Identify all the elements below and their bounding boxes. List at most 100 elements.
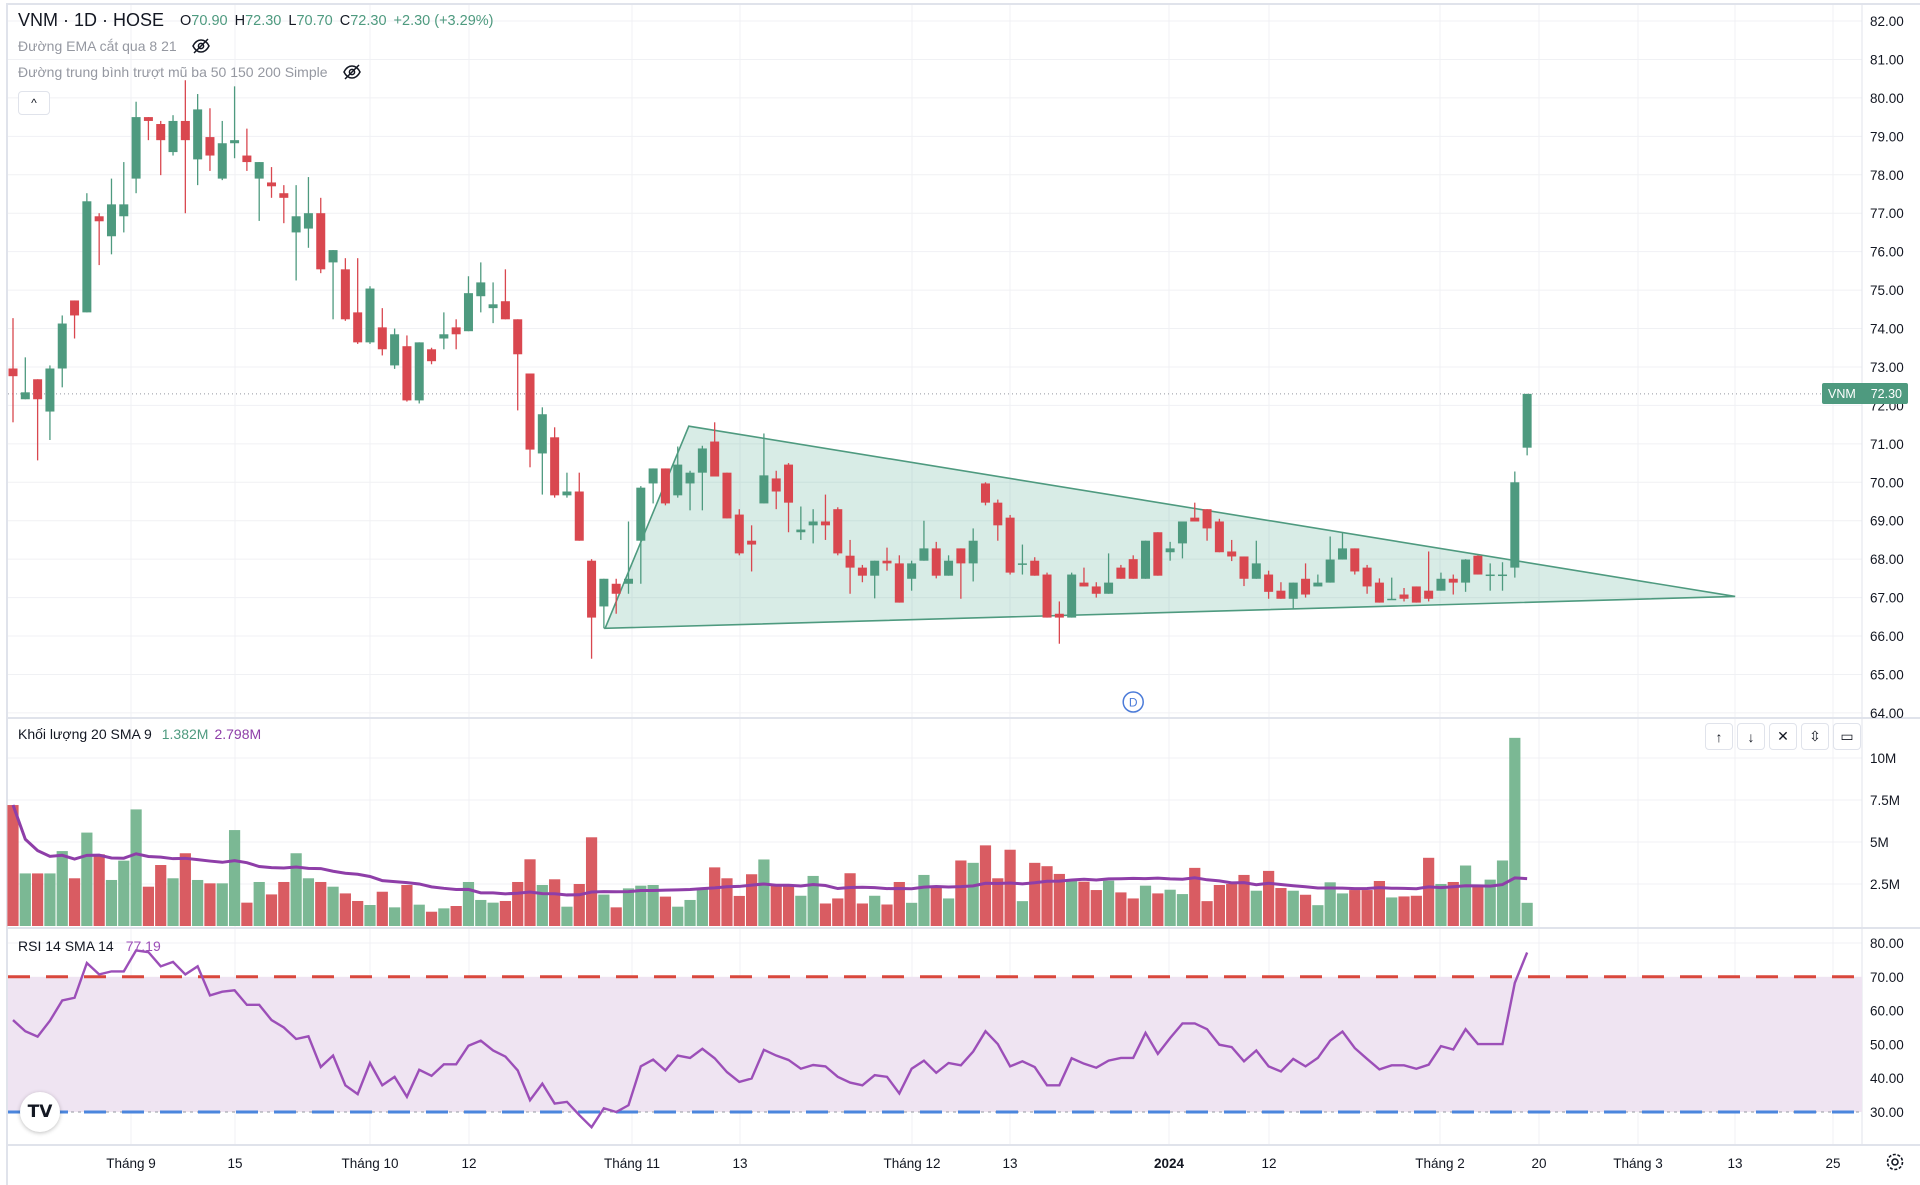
volume-bar bbox=[807, 875, 819, 926]
indicator-triple-ma[interactable]: Đường trung bình trượt mũ ba 50 150 200 … bbox=[18, 64, 362, 80]
symbol-title[interactable]: VNM · 1D · HOSE bbox=[18, 10, 165, 30]
volume-bar bbox=[770, 884, 782, 926]
price-axis-label: 64.00 bbox=[1870, 706, 1904, 721]
candle-up bbox=[673, 464, 683, 496]
rsi-legend[interactable]: RSI 14 SMA 14 77.19 bbox=[18, 938, 161, 954]
candle-up bbox=[1017, 563, 1027, 565]
price-axis-label: 71.00 bbox=[1870, 437, 1904, 452]
volume-bar bbox=[1139, 885, 1152, 926]
candle-up bbox=[106, 204, 116, 237]
volume-bar bbox=[327, 886, 339, 926]
gear-icon[interactable] bbox=[1884, 1151, 1906, 1173]
candle-up bbox=[1325, 559, 1335, 583]
move-pane-down-button[interactable]: ↓ bbox=[1737, 723, 1765, 750]
candle-up bbox=[193, 109, 203, 160]
rsi-band-fill bbox=[8, 976, 1862, 1112]
candle-down bbox=[180, 120, 190, 141]
candle-down bbox=[1448, 578, 1458, 583]
candle-up bbox=[328, 250, 338, 263]
volume-bar bbox=[32, 873, 44, 926]
volume-bar bbox=[512, 881, 524, 926]
arrow-up-icon: ↑ bbox=[1715, 728, 1723, 745]
price-axis-label: 65.00 bbox=[1870, 667, 1904, 682]
candle-up bbox=[463, 293, 473, 332]
candle-up bbox=[1510, 482, 1520, 568]
candle-down bbox=[784, 464, 794, 503]
candle-down bbox=[267, 182, 277, 187]
volume-bar bbox=[438, 908, 450, 926]
candle-down bbox=[525, 373, 535, 450]
volume-bar bbox=[290, 853, 302, 926]
candle-down bbox=[734, 514, 744, 554]
volume-bar bbox=[1509, 737, 1521, 926]
candle-down bbox=[33, 379, 43, 400]
volume-bar bbox=[918, 874, 930, 926]
volume-bar bbox=[942, 898, 955, 926]
candle-up bbox=[808, 521, 818, 526]
volume-bar bbox=[315, 881, 327, 926]
eye-off-icon[interactable] bbox=[342, 64, 362, 80]
volume-bar bbox=[1127, 898, 1139, 926]
maximize-pane-button[interactable]: ▭ bbox=[1833, 723, 1861, 750]
candle-down bbox=[316, 213, 326, 270]
volume-bar bbox=[1447, 881, 1459, 926]
candle-up bbox=[254, 162, 264, 179]
time-axis-label: 13 bbox=[732, 1156, 747, 1171]
volume-bar bbox=[561, 906, 573, 926]
close-pane-button[interactable]: ✕ bbox=[1769, 723, 1797, 750]
volume-bar bbox=[105, 879, 118, 926]
volume-bar bbox=[1029, 862, 1041, 926]
candle-down bbox=[1202, 509, 1212, 529]
volume-bar bbox=[1263, 870, 1275, 926]
tradingview-logo[interactable]: TV bbox=[20, 1092, 60, 1132]
volume-bar bbox=[1484, 879, 1496, 926]
volume-bar bbox=[1410, 895, 1422, 926]
candle-up bbox=[1436, 578, 1446, 591]
volume-bar bbox=[1226, 884, 1238, 926]
candle-down bbox=[1005, 517, 1015, 573]
indicator-ema-cross[interactable]: Đường EMA cắt qua 8 21 bbox=[18, 38, 211, 54]
volume-bar bbox=[1496, 860, 1509, 926]
dividend-marker[interactable]: D bbox=[1122, 691, 1144, 713]
candle-down bbox=[94, 216, 104, 222]
candle-down bbox=[1424, 590, 1434, 599]
volume-bar bbox=[1238, 874, 1250, 926]
candle-down bbox=[451, 327, 461, 335]
triangle-drawing[interactable] bbox=[603, 425, 1736, 630]
candle-down bbox=[1116, 567, 1126, 579]
collapse-legend-button[interactable]: ^ bbox=[18, 91, 50, 115]
rsi-axis-label: 30.00 bbox=[1870, 1105, 1904, 1120]
candle-down bbox=[1411, 586, 1421, 603]
candle-up bbox=[562, 491, 572, 496]
volume-bar bbox=[992, 878, 1004, 926]
volume-bar bbox=[1164, 889, 1176, 926]
candle-down bbox=[1054, 613, 1064, 618]
maximize-icon: ▭ bbox=[1840, 728, 1854, 744]
collapse-pane-button[interactable]: ⇳ bbox=[1801, 723, 1829, 750]
candle-down bbox=[1350, 548, 1360, 572]
dividend-marker-label: D bbox=[1129, 696, 1138, 710]
rsi-band bbox=[8, 975, 1862, 1114]
volume-bar bbox=[819, 903, 832, 926]
candle-down bbox=[845, 555, 855, 568]
move-pane-up-button[interactable]: ↑ bbox=[1705, 723, 1733, 750]
volume-bar bbox=[1521, 902, 1533, 926]
candle-up bbox=[1177, 521, 1187, 544]
candle-up bbox=[697, 448, 707, 473]
chevron-up-icon: ^ bbox=[31, 96, 37, 110]
volume-bar bbox=[979, 845, 992, 926]
volume-bar bbox=[1472, 885, 1484, 926]
volume-legend[interactable]: Khối lượng 20 SMA 9 1.382M 2.798M bbox=[18, 726, 261, 742]
candle-down bbox=[500, 301, 510, 320]
volume-bar bbox=[721, 878, 733, 926]
candle-down bbox=[427, 349, 437, 362]
volume-bar bbox=[955, 860, 967, 926]
candle-down bbox=[1153, 532, 1163, 576]
volume-bar bbox=[930, 885, 942, 926]
price-axis-label: 75.00 bbox=[1870, 283, 1904, 298]
volume-bar bbox=[68, 878, 81, 926]
volume-bar bbox=[216, 883, 228, 926]
eye-off-icon[interactable] bbox=[191, 38, 211, 54]
volume-bar bbox=[1004, 849, 1016, 926]
